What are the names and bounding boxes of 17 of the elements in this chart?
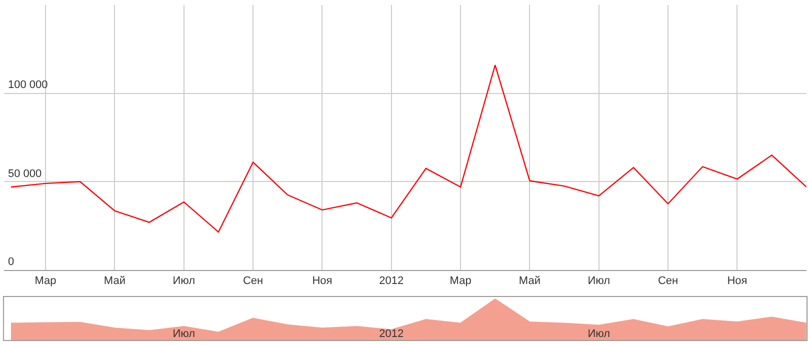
x-tick-label: Ноя xyxy=(312,275,332,288)
x-tick-label: Сен xyxy=(658,275,678,288)
x-tick-label: Июл xyxy=(172,275,196,288)
y-tick-label: 0 xyxy=(8,256,14,268)
x-tick-label: Июл xyxy=(588,328,610,340)
x-tick-label: Июл xyxy=(588,275,610,288)
x-tick-label: Май xyxy=(518,275,540,288)
x-tick-label: Май xyxy=(104,275,126,288)
x-tick-label: 2012 xyxy=(379,328,404,340)
x-tick-label: 2012 xyxy=(379,275,404,288)
x-tick-label: Мар xyxy=(34,275,56,288)
x-tick-label: Сен xyxy=(242,275,264,288)
y-tick-label: 100 000 xyxy=(8,79,48,91)
y-tick-label: 50 000 xyxy=(8,168,42,180)
x-tick-label: Мар xyxy=(450,275,472,288)
x-tick-label: Ноя xyxy=(727,275,748,288)
x-tick-label: Июл xyxy=(172,328,196,340)
